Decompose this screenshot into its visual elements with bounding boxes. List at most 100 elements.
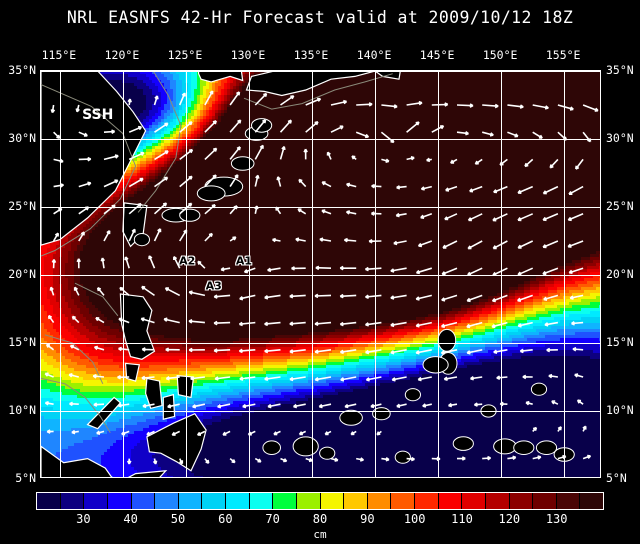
colorbar[interactable]: [36, 492, 604, 510]
colorbar-cell-4: [131, 493, 156, 509]
island-12: [262, 440, 281, 456]
colorbar-cell-19: [485, 493, 510, 509]
colorbar-cell-23: [580, 493, 603, 509]
landmass-9: [176, 374, 195, 399]
island-4: [251, 118, 273, 133]
colorbar-cell-16: [415, 493, 439, 509]
lat-tick-r-20: 20°N: [606, 267, 634, 281]
island-15: [513, 440, 535, 456]
bathymetry-contour-4: [44, 334, 104, 385]
colorbar-cell-5: [155, 493, 179, 509]
colorbar-cell-12: [320, 493, 345, 509]
lat-tick-r-25: 25°N: [606, 199, 634, 213]
bathymetry-contour-3: [41, 377, 111, 434]
landmass-1: [198, 71, 244, 83]
bathymetry-contour-2: [243, 73, 393, 110]
colorbar-cell-7: [202, 493, 226, 509]
eddy-label-A2: A2: [179, 254, 196, 268]
colorbar-cell-11: [296, 493, 321, 509]
island-23: [404, 388, 421, 402]
colorbar-cell-22: [556, 493, 581, 509]
colorbar-cell-17: [438, 493, 463, 509]
lat-tick-l-5: 5°N: [15, 471, 36, 485]
lon-tick-130: 130°E: [230, 48, 266, 62]
landmass-2: [245, 71, 376, 97]
bathymetry-contour-5: [74, 282, 119, 317]
island-17: [452, 436, 474, 451]
colorbar-cell-6: [178, 493, 203, 509]
lat-tick-r-35: 35°N: [606, 63, 634, 77]
lon-tick-120: 120°E: [104, 48, 140, 62]
colorbar-cell-18: [462, 493, 486, 509]
eddy-label-A3: A3: [205, 279, 222, 293]
figure-title: NRL EASNFS 42-Hr Forecast valid at 2009/…: [66, 8, 574, 27]
island-21: [319, 446, 336, 460]
landmass-12: [86, 396, 122, 430]
island-10: [422, 356, 449, 374]
lat-tick-r-5: 5°N: [606, 471, 627, 485]
colorbar-cell-10: [273, 493, 297, 509]
lon-tick-155: 155°E: [545, 48, 581, 62]
lat-tick-r-15: 15°N: [606, 335, 634, 349]
colorbar-cell-15: [391, 493, 415, 509]
map-plot-area[interactable]: SSH A2 A1 A3: [40, 70, 601, 478]
colorbar-cell-13: [344, 493, 368, 509]
colorbar-tick-110: 110: [451, 512, 473, 526]
island-1: [196, 185, 226, 202]
colorbar-tick-70: 70: [265, 512, 280, 526]
colorbar-cell-21: [533, 493, 557, 509]
island-19: [553, 447, 575, 462]
bathymetry-contour-1: [137, 71, 182, 213]
colorbar-tick-80: 80: [312, 512, 328, 526]
lon-tick-125: 125°E: [167, 48, 203, 62]
landmass-7: [144, 377, 163, 410]
colorbar-tick-130: 130: [545, 512, 568, 526]
colorbar-cell-3: [107, 493, 132, 509]
lat-tick-l-30: 30°N: [8, 131, 36, 145]
eddy-label-A1: A1: [235, 254, 253, 268]
colorbar-cell-0: [37, 493, 61, 509]
lon-tick-140: 140°E: [356, 48, 392, 62]
colorbar-cell-8: [226, 493, 250, 509]
colorbar-tick-100: 100: [403, 512, 426, 526]
island-22: [480, 404, 497, 418]
island-20: [394, 450, 411, 464]
colorbar-tick-90: 90: [360, 512, 375, 526]
colorbar-cell-20: [509, 493, 534, 509]
landmass-8: [162, 393, 176, 420]
colorbar-cell-9: [249, 493, 274, 509]
lon-tick-145: 145°E: [419, 48, 455, 62]
island-7: [133, 233, 151, 247]
colorbar-tick-50: 50: [170, 512, 186, 526]
colorbar-tick-40: 40: [123, 512, 138, 526]
island-2: [230, 156, 255, 171]
lat-tick-r-10: 10°N: [606, 403, 634, 417]
lon-tick-135: 135°E: [293, 48, 329, 62]
landmass-10: [146, 412, 207, 472]
colorbar-tick-30: 30: [76, 512, 91, 526]
island-13: [339, 409, 363, 426]
landmass-11: [41, 445, 113, 477]
lat-tick-l-10: 10°N: [8, 403, 36, 417]
landmass-5: [119, 293, 156, 360]
island-8: [437, 328, 457, 352]
colorbar-cell-2: [84, 493, 108, 509]
lat-tick-l-35: 35°N: [8, 63, 36, 77]
lat-tick-l-20: 20°N: [8, 267, 36, 281]
colorbar-unit-label: cm: [313, 528, 327, 541]
colorbar-tick-60: 60: [218, 512, 233, 526]
lat-tick-l-15: 15°N: [8, 335, 36, 349]
island-14: [493, 438, 517, 455]
landmass-13: [127, 470, 168, 477]
landmass-0: [41, 71, 147, 246]
island-24: [530, 382, 548, 396]
landmass-6: [124, 362, 141, 382]
lon-tick-115: 115°E: [41, 48, 77, 62]
colorbar-cell-14: [367, 493, 392, 509]
colorbar-tick-120: 120: [498, 512, 521, 526]
lat-tick-l-25: 25°N: [8, 199, 36, 213]
island-6: [179, 208, 201, 222]
island-18: [372, 407, 391, 421]
panel-variable-label: SSH: [82, 106, 114, 123]
